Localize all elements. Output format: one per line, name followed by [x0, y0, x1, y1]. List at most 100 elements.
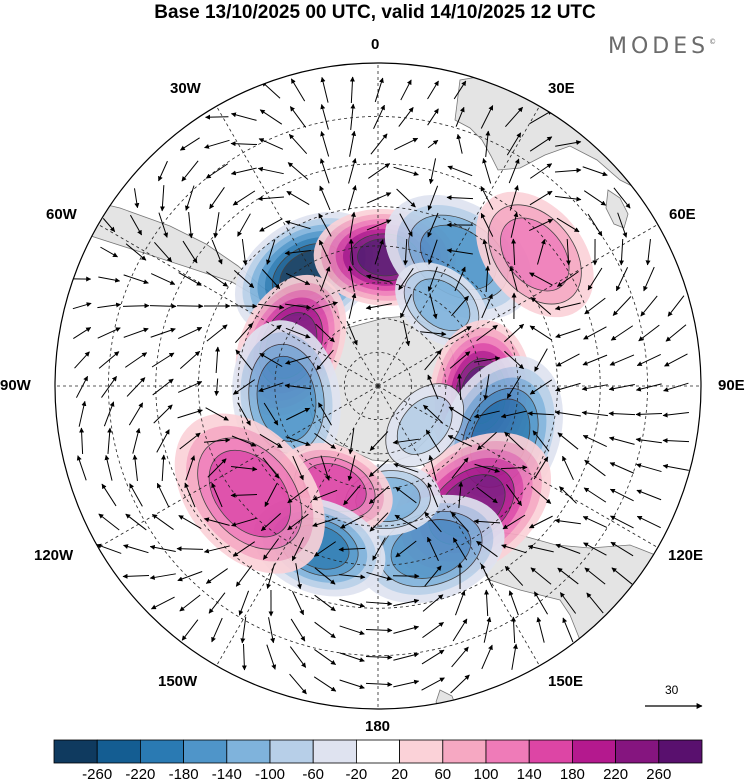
brand-name: MODES	[608, 34, 710, 59]
wind-arrow	[314, 621, 336, 639]
wind-arrow	[557, 432, 579, 450]
wind-arrow	[339, 679, 365, 690]
wind-arrow	[583, 487, 607, 503]
wind-arrow	[292, 455, 304, 481]
wind-arrow	[427, 536, 439, 562]
colorbar-swatch	[312, 739, 357, 764]
wind-arrow	[581, 384, 608, 391]
wind-arrow	[179, 594, 201, 612]
wind-arrow	[455, 590, 466, 616]
wind-arrow	[456, 133, 463, 154]
wind-arrow	[395, 540, 417, 558]
wind-arrow	[427, 80, 439, 100]
wind-arrow	[608, 384, 635, 392]
wind-arrow	[427, 212, 439, 238]
colorbar-tick-label: -220	[125, 766, 156, 783]
wind-arrow	[75, 375, 89, 398]
wind-arrow	[313, 676, 337, 692]
wind-arrow	[530, 297, 552, 315]
wind-arrow	[260, 512, 282, 532]
wind-arrow	[349, 211, 356, 238]
wind-arrow	[286, 190, 310, 206]
colorbar-swatch	[355, 739, 400, 764]
wind-arrow	[259, 109, 283, 125]
wind-arrow	[665, 324, 687, 342]
wind-arrow	[312, 517, 338, 528]
wind-arrow	[262, 538, 280, 560]
wind-arrow	[511, 643, 518, 670]
colorbar-tick-label: -20	[345, 766, 368, 783]
wind-arrow	[347, 185, 357, 211]
wind-arrow	[427, 374, 439, 400]
wind-arrow	[238, 590, 250, 616]
wind-arrow	[290, 78, 306, 102]
lon-label-30w: 30W	[170, 80, 201, 97]
wind-arrow	[231, 466, 258, 472]
wind-arrow	[184, 482, 196, 508]
wind-arrow	[287, 162, 309, 180]
wind-arrow	[159, 185, 165, 212]
wind-arrow	[395, 486, 417, 504]
wind-arrow	[205, 568, 228, 584]
wind-arrow	[636, 353, 661, 367]
wind-arrow	[587, 213, 603, 237]
wind-arrow	[209, 187, 225, 210]
wind-arrow	[313, 541, 336, 557]
lon-label-180: 180	[365, 718, 391, 735]
wind-arrow	[559, 592, 577, 614]
wind-arrow	[185, 455, 196, 481]
wind-arrow	[562, 455, 574, 481]
wind-arrow	[232, 190, 256, 206]
wind-arrow	[103, 401, 115, 427]
wind-arrow	[206, 324, 228, 342]
wind-arrow	[451, 457, 469, 479]
wind-arrow	[149, 544, 176, 552]
wind-arrow	[348, 292, 357, 319]
wind-arrow	[312, 489, 338, 501]
wind-arrow	[511, 238, 517, 266]
colorbar-tick-label: -260	[82, 766, 113, 783]
wind-arrow	[555, 543, 581, 554]
wind-arrow	[400, 293, 412, 319]
wind-arrow	[286, 273, 311, 285]
wind-arrow	[230, 167, 257, 176]
wind-arrow	[230, 492, 258, 498]
wind-arrow	[349, 130, 357, 157]
wind-arrow	[152, 378, 174, 396]
colorbar-swatch	[658, 739, 703, 764]
wind-arrow	[449, 351, 471, 369]
wind-arrow	[122, 303, 150, 309]
wind-arrow	[177, 381, 203, 393]
wind-arrow	[188, 212, 194, 239]
wind-arrow	[532, 430, 550, 452]
land-madagascar	[605, 189, 629, 229]
wind-arrow	[457, 373, 463, 401]
map-disc	[54, 62, 702, 710]
wind-arrow	[102, 218, 116, 232]
wind-arrow	[448, 326, 472, 340]
anomaly-layer	[174, 191, 594, 604]
wind-arrow	[403, 238, 408, 266]
wind-arrow	[181, 160, 199, 182]
wind-arrow	[176, 546, 204, 552]
anomaly-contour	[208, 449, 291, 538]
wind-arrow	[527, 411, 555, 417]
wind-arrow	[177, 409, 203, 419]
wind-arrow	[476, 324, 498, 342]
wind-arrow	[339, 574, 366, 580]
wind-arrow	[158, 212, 169, 238]
colorbar-swatch	[226, 739, 271, 764]
wind-arrow	[511, 616, 517, 644]
wind-arrow	[314, 594, 336, 612]
wind-arrow	[554, 410, 581, 417]
wind-arrow	[424, 349, 442, 371]
wind-arrow	[156, 429, 170, 453]
wind-arrow	[179, 432, 201, 450]
wind-arrow	[346, 320, 358, 346]
wind-arrow	[610, 515, 634, 529]
wind-arrow	[129, 214, 143, 236]
wind-arrow	[508, 158, 520, 184]
wind-arrow	[211, 239, 223, 265]
wind-arrow	[182, 240, 198, 264]
